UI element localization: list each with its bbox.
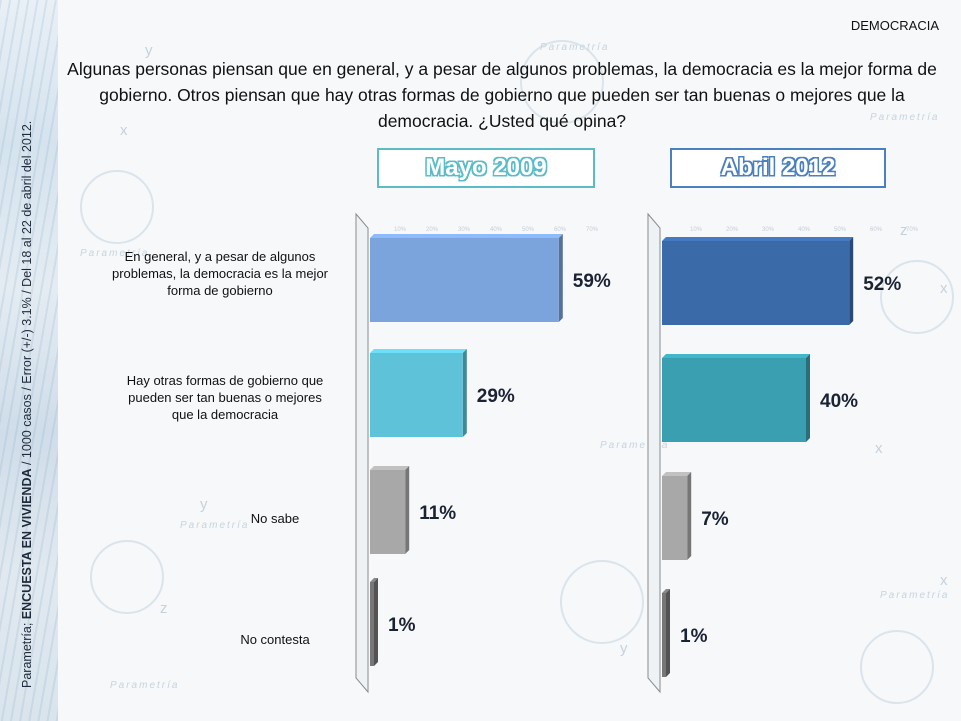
x-tick-label: 10% (394, 227, 407, 233)
bar-side-face (687, 472, 692, 560)
bar (370, 238, 559, 322)
category-label: En general, y a pesar de algunos problem… (111, 249, 329, 298)
bar-top-face (370, 349, 467, 353)
watermark-circle (860, 630, 934, 704)
x-tick-label: 70% (906, 227, 919, 233)
bar-top-face (370, 578, 378, 582)
watermark-text: Parametría (540, 42, 610, 53)
x-tick-label: 20% (726, 227, 739, 233)
watermark-text: Parametría (600, 440, 670, 451)
year-header-2009: Mayo 2009 (377, 148, 595, 188)
data-label: 7% (701, 509, 729, 530)
x-tick-label: 60% (870, 227, 883, 233)
plot-axis-wall (355, 212, 369, 694)
chart-abril-2012: 10% 20% 30% 40% 50% 60% 70% 52% 40% 7% 1% (647, 212, 919, 694)
x-tick-label: 40% (798, 227, 811, 233)
bar (370, 470, 406, 554)
data-label: 11% (419, 503, 456, 524)
bar-side-face (806, 354, 810, 442)
watermark-symbol: x (940, 572, 948, 589)
chart-mayo-2009: 10% 20% 30% 40% 50% 60% 70% 59% 29% 11% 1% (355, 212, 611, 694)
watermark-symbol: x (120, 122, 128, 139)
watermark-text: Parametría (80, 248, 150, 259)
bar-side-face (558, 234, 563, 322)
x-tick-label: 30% (762, 227, 775, 233)
x-tick-label: 60% (554, 227, 567, 233)
x-tick-label: 40% (490, 227, 503, 233)
bar-top-face (370, 466, 410, 470)
watermark-symbol: y (145, 42, 153, 59)
x-tick-label: 50% (522, 227, 535, 233)
watermark-symbol: y (200, 496, 208, 513)
watermark-circle (80, 170, 154, 244)
x-tick-label: 50% (834, 227, 847, 233)
bar-side-face (374, 578, 378, 666)
watermark-symbol: x (875, 440, 883, 457)
watermark-symbol: y (620, 640, 628, 657)
bar (662, 476, 688, 560)
x-tick-label: 30% (458, 227, 471, 233)
watermark-symbol: z (900, 222, 908, 239)
survey-question: Algunas personas piensan que en general,… (67, 59, 937, 131)
year-header-2012: Abril 2012 (670, 148, 886, 188)
topic-label: DEMOCRACIA (850, 18, 939, 33)
data-label: 59% (573, 271, 611, 292)
year-header-2009-text: Mayo 2009 (425, 154, 547, 181)
data-label: 1% (388, 615, 416, 636)
watermark-symbol: x (940, 280, 948, 297)
bar (370, 582, 374, 666)
category-label: No contesta (240, 632, 310, 647)
data-label: 40% (820, 391, 858, 412)
bar-side-face (849, 237, 854, 325)
bar (662, 241, 850, 325)
x-tick-label: 10% (690, 227, 703, 233)
bar-side-face (462, 349, 467, 437)
plot-axis-wall (647, 212, 661, 694)
watermark-circle (520, 40, 604, 124)
data-label: 52% (863, 274, 901, 295)
bar (370, 353, 463, 437)
left-decorative-strip (0, 0, 58, 721)
bar-top-face (662, 589, 670, 593)
category-label: No sabe (250, 511, 300, 526)
watermark-circle (560, 560, 644, 644)
watermark-text: Parametría (870, 112, 940, 123)
year-header-2012-text: Abril 2012 (720, 154, 836, 181)
bar-top-face (662, 354, 810, 358)
watermark-text: Parametría (180, 520, 250, 531)
bar (662, 358, 806, 442)
bar-top-face (662, 237, 854, 241)
watermark-symbol: z (160, 600, 168, 617)
bar-top-face (662, 472, 692, 476)
bar-side-face (666, 589, 670, 677)
x-tick-label: 70% (586, 227, 599, 233)
source-note: Parametría; ENCUESTA EN VIVIENDA / 1000 … (20, 120, 34, 688)
bar-side-face (405, 466, 410, 554)
category-label: Hay otras formas de gobierno que pueden … (126, 373, 324, 422)
watermark-text: Parametría (110, 680, 180, 691)
data-label: 29% (477, 386, 515, 407)
watermark-circle (90, 540, 164, 614)
watermark-text: Parametría (880, 590, 950, 601)
bar (662, 593, 666, 677)
watermark-circle (880, 260, 954, 334)
bar-top-face (370, 234, 563, 238)
x-tick-label: 20% (426, 227, 439, 233)
data-label: 1% (680, 626, 708, 647)
